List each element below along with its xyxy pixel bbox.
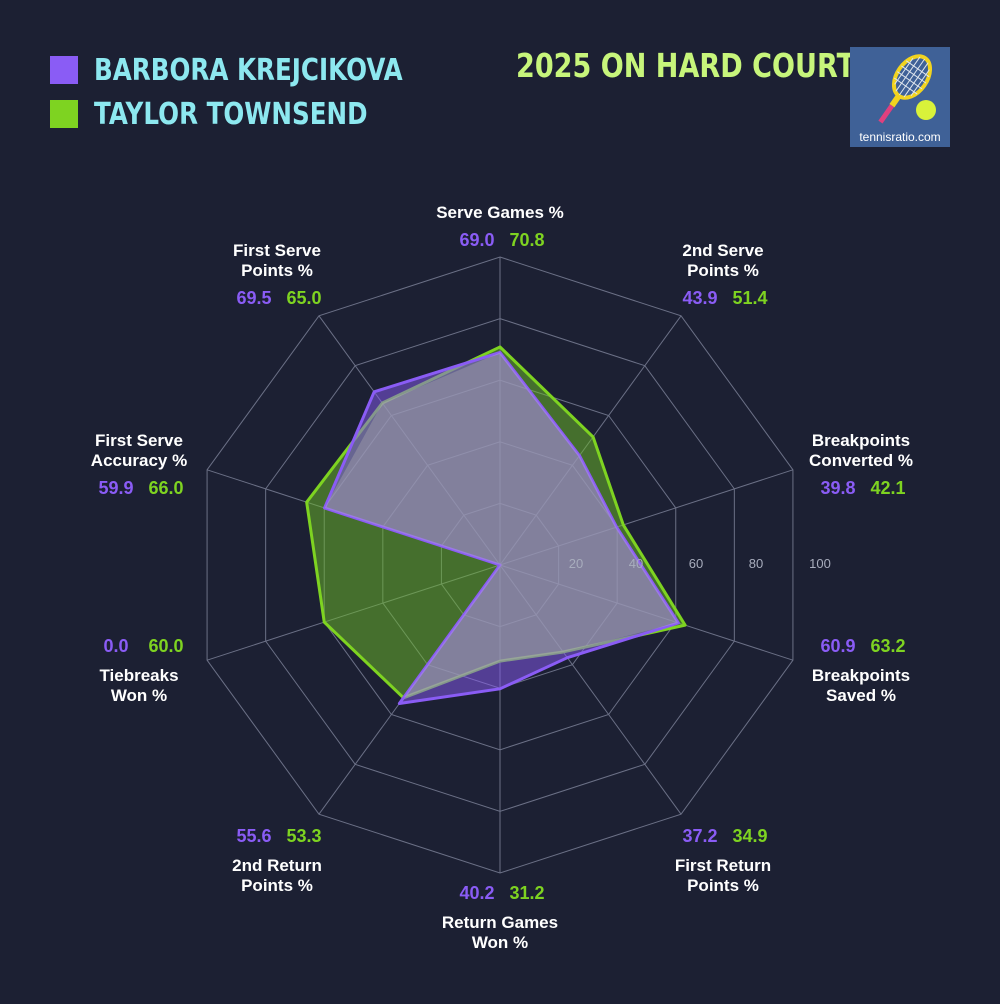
legend-swatch-player2 [50,100,78,128]
axis-label: First Return [675,856,771,875]
value-label-player2: 65.0 [286,288,321,308]
legend: BARBORA KREJCIKOVA TAYLOR TOWNSEND [50,48,471,136]
value-label-player1: 69.0 [459,230,494,250]
chart-title: 2025 ON HARD COURTS [516,46,875,85]
tennis-racket-icon [850,47,950,147]
tick-label-20: 20 [569,556,583,571]
axis-label: 2nd Serve [682,241,763,260]
tick-label-100: 100 [809,556,831,571]
series-area-player1 [323,350,680,706]
axis-label: Points % [241,876,313,895]
value-label-player1: 59.9 [98,478,133,498]
value-label-player1: 39.8 [820,478,855,498]
axis-label: Saved % [826,686,896,705]
axis-label: Converted % [809,451,913,470]
series-overlap-area [324,352,679,698]
value-label-player1: 60.9 [820,636,855,656]
tick-label-40: 40 [629,556,643,571]
value-label-player1: 37.2 [682,826,717,846]
axis-label: Return Games [442,913,558,932]
axis-label: First Serve [95,431,183,450]
logo[interactable]: tennisratio.com [850,47,950,147]
value-label-player2: 31.2 [509,883,544,903]
axis-label: Serve Games % [436,203,564,222]
legend-label-player1: BARBORA KREJCIKOVA [94,52,403,88]
axis-label: Tiebreaks [99,666,178,685]
tick-label-80: 80 [749,556,763,571]
axis-label: Won % [472,933,528,952]
value-label-player2: 70.8 [509,230,544,250]
legend-label-player2: TAYLOR TOWNSEND [94,96,368,132]
axis-label: Points % [687,876,759,895]
logo-text: tennisratio.com [859,130,941,144]
value-label-player2: 34.9 [732,826,767,846]
axis-label: Points % [687,261,759,280]
axis-label: Points % [241,261,313,280]
value-label-player1: 43.9 [682,288,717,308]
axis-label: 2nd Return [232,856,322,875]
value-label-player2: 66.0 [148,478,183,498]
axis-label: First Serve [233,241,321,260]
value-label-player1: 40.2 [459,883,494,903]
value-label-player1: 69.5 [236,288,271,308]
axis-label: Breakpoints [812,666,910,685]
axis-label: Breakpoints [812,431,910,450]
axis-label: Won % [111,686,167,705]
value-label-player2: 60.0 [148,636,183,656]
value-label-player2: 42.1 [870,478,905,498]
legend-item-player1: BARBORA KREJCIKOVA [50,48,471,92]
legend-swatch-player1 [50,56,78,84]
value-label-player2: 51.4 [732,288,767,308]
legend-item-player2: TAYLOR TOWNSEND [50,92,471,136]
axis-label: Accuracy % [91,451,187,470]
value-label-player1: 0.0 [103,636,128,656]
value-label-player1: 55.6 [236,826,271,846]
value-label-player2: 53.3 [286,826,321,846]
value-label-player2: 63.2 [870,636,905,656]
tick-label-60: 60 [689,556,703,571]
